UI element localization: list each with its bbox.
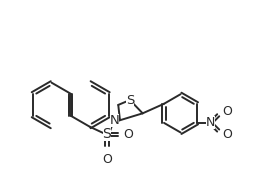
- Text: N: N: [110, 114, 120, 127]
- Text: O: O: [222, 128, 232, 141]
- Text: O: O: [222, 105, 232, 118]
- Text: S: S: [126, 93, 134, 106]
- Text: N: N: [206, 116, 215, 129]
- Text: S: S: [103, 127, 111, 141]
- Text: O: O: [102, 153, 112, 166]
- Text: O: O: [123, 128, 133, 141]
